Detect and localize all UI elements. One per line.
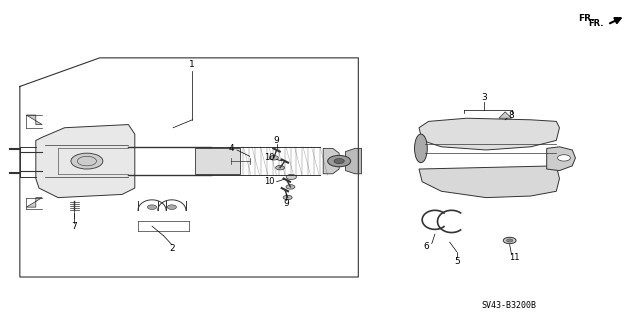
Text: 11: 11	[509, 254, 520, 263]
Text: 9: 9	[274, 136, 280, 145]
Text: 10: 10	[264, 177, 274, 186]
Text: FR.: FR.	[589, 19, 604, 28]
Circle shape	[334, 159, 344, 164]
Text: SV43-B3200B: SV43-B3200B	[481, 301, 536, 310]
Circle shape	[269, 156, 278, 160]
Polygon shape	[323, 148, 339, 174]
Polygon shape	[547, 147, 575, 171]
Circle shape	[286, 174, 296, 180]
Polygon shape	[26, 197, 42, 207]
Circle shape	[71, 153, 103, 169]
Circle shape	[503, 237, 516, 244]
Text: 1: 1	[189, 60, 195, 69]
Circle shape	[147, 205, 157, 210]
Polygon shape	[419, 118, 559, 150]
Text: 10: 10	[264, 153, 274, 162]
Circle shape	[506, 239, 513, 242]
Circle shape	[557, 155, 570, 161]
Text: 9: 9	[284, 199, 289, 208]
Circle shape	[167, 205, 177, 210]
Circle shape	[283, 195, 292, 200]
Text: 4: 4	[229, 144, 235, 153]
Polygon shape	[499, 112, 511, 118]
Polygon shape	[195, 148, 240, 174]
Circle shape	[286, 185, 295, 189]
Text: 7: 7	[71, 222, 77, 231]
Polygon shape	[346, 148, 362, 174]
Text: 3: 3	[481, 93, 487, 102]
Text: 6: 6	[423, 242, 429, 251]
Circle shape	[276, 166, 285, 170]
Circle shape	[328, 155, 351, 167]
Polygon shape	[26, 115, 42, 124]
Text: 2: 2	[169, 244, 175, 253]
Text: 8: 8	[509, 111, 515, 120]
Polygon shape	[36, 124, 135, 197]
Text: 5: 5	[454, 257, 460, 266]
Ellipse shape	[415, 134, 428, 163]
Text: FR.: FR.	[578, 14, 595, 23]
Polygon shape	[419, 166, 559, 197]
